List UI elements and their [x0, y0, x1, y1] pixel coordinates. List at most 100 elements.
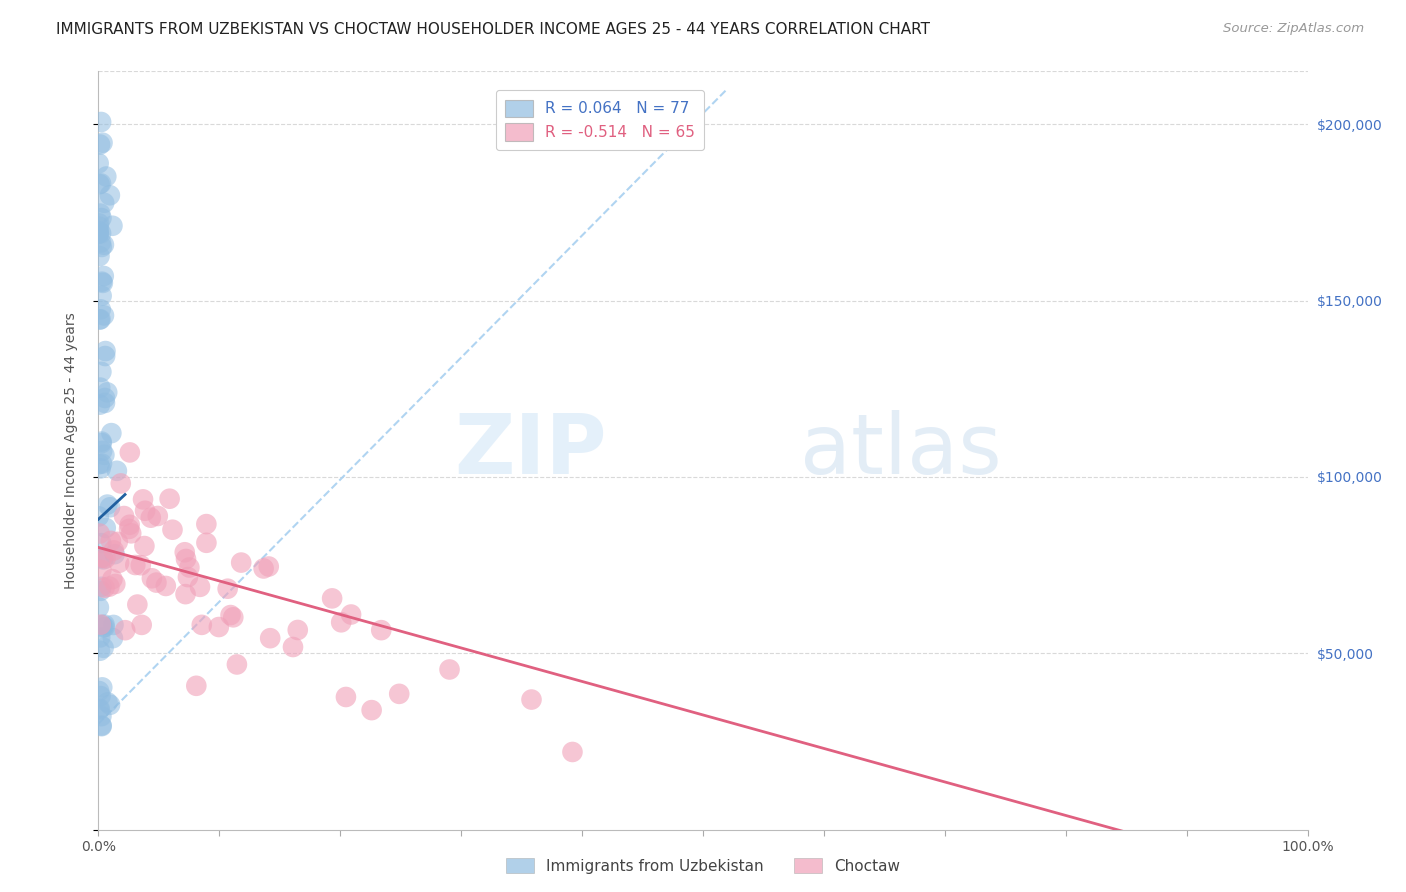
- Point: [91, 552, 114, 566]
- Point: [89, 206, 111, 220]
- Point: [173, 545, 195, 559]
- Point: [101, 631, 124, 645]
- Point: [89, 703, 111, 717]
- Point: [93, 581, 115, 595]
- Point: [118, 522, 141, 536]
- Point: [370, 623, 392, 637]
- Text: Source: ZipAtlas.com: Source: ZipAtlas.com: [1223, 22, 1364, 36]
- Point: [90, 240, 112, 254]
- Point: [94, 344, 117, 359]
- Point: [93, 640, 115, 655]
- Point: [93, 195, 115, 210]
- Point: [110, 476, 132, 491]
- Point: [177, 570, 200, 584]
- Legend: Immigrants from Uzbekistan, Choctaw: Immigrants from Uzbekistan, Choctaw: [501, 852, 905, 880]
- Point: [94, 391, 117, 405]
- Point: [89, 137, 111, 152]
- Point: [225, 657, 247, 672]
- Point: [139, 510, 162, 524]
- Point: [87, 684, 110, 698]
- Point: [335, 690, 357, 704]
- Point: [101, 572, 124, 586]
- Text: IMMIGRANTS FROM UZBEKISTAN VS CHOCTAW HOUSEHOLDER INCOME AGES 25 - 44 YEARS CORR: IMMIGRANTS FROM UZBEKISTAN VS CHOCTAW HO…: [56, 22, 931, 37]
- Point: [89, 177, 111, 191]
- Point: [107, 534, 129, 549]
- Point: [186, 679, 208, 693]
- Point: [91, 550, 114, 565]
- Point: [98, 698, 121, 712]
- Point: [90, 436, 112, 450]
- Text: atlas: atlas: [800, 410, 1001, 491]
- Point: [90, 689, 112, 703]
- Point: [100, 533, 122, 548]
- Point: [222, 610, 245, 624]
- Point: [89, 398, 111, 412]
- Point: [101, 219, 124, 233]
- Point: [93, 309, 115, 323]
- Point: [103, 543, 125, 558]
- Point: [141, 571, 163, 585]
- Point: [388, 687, 411, 701]
- Point: [281, 640, 304, 654]
- Point: [90, 434, 112, 449]
- Point: [89, 249, 111, 263]
- Point: [87, 224, 110, 238]
- Point: [174, 587, 197, 601]
- Point: [91, 275, 114, 289]
- Point: [89, 457, 111, 471]
- Point: [179, 560, 201, 574]
- Point: [96, 498, 118, 512]
- Point: [257, 559, 280, 574]
- Point: [219, 608, 242, 623]
- Point: [93, 617, 115, 632]
- Point: [90, 289, 112, 303]
- Point: [91, 136, 114, 150]
- Y-axis label: Householder Income Ages 25 - 44 years: Householder Income Ages 25 - 44 years: [63, 312, 77, 589]
- Point: [93, 620, 115, 634]
- Text: ZIP: ZIP: [454, 410, 606, 491]
- Point: [103, 618, 125, 632]
- Point: [195, 517, 218, 532]
- Point: [131, 618, 153, 632]
- Point: [162, 523, 184, 537]
- Point: [124, 558, 146, 572]
- Point: [90, 461, 112, 475]
- Point: [87, 600, 110, 615]
- Point: [90, 365, 112, 379]
- Point: [253, 561, 276, 575]
- Point: [90, 235, 112, 250]
- Point: [217, 582, 239, 596]
- Point: [520, 692, 543, 706]
- Point: [259, 631, 281, 645]
- Point: [90, 177, 112, 191]
- Point: [98, 580, 121, 594]
- Point: [360, 703, 382, 717]
- Point: [90, 115, 112, 129]
- Point: [96, 385, 118, 400]
- Point: [330, 615, 353, 630]
- Point: [112, 509, 135, 524]
- Point: [94, 521, 117, 535]
- Point: [105, 464, 128, 478]
- Point: [90, 583, 112, 598]
- Point: [174, 552, 197, 566]
- Point: [89, 312, 111, 326]
- Point: [108, 556, 131, 570]
- Point: [87, 509, 110, 524]
- Point: [89, 631, 111, 645]
- Point: [91, 618, 114, 632]
- Point: [90, 226, 112, 240]
- Point: [94, 396, 117, 410]
- Point: [91, 443, 114, 458]
- Point: [89, 381, 111, 395]
- Point: [87, 227, 110, 241]
- Point: [90, 551, 112, 566]
- Point: [98, 188, 121, 202]
- Point: [89, 312, 111, 326]
- Point: [118, 517, 141, 532]
- Point: [145, 575, 167, 590]
- Point: [321, 591, 343, 606]
- Point: [90, 718, 112, 732]
- Point: [90, 580, 112, 594]
- Point: [90, 536, 112, 550]
